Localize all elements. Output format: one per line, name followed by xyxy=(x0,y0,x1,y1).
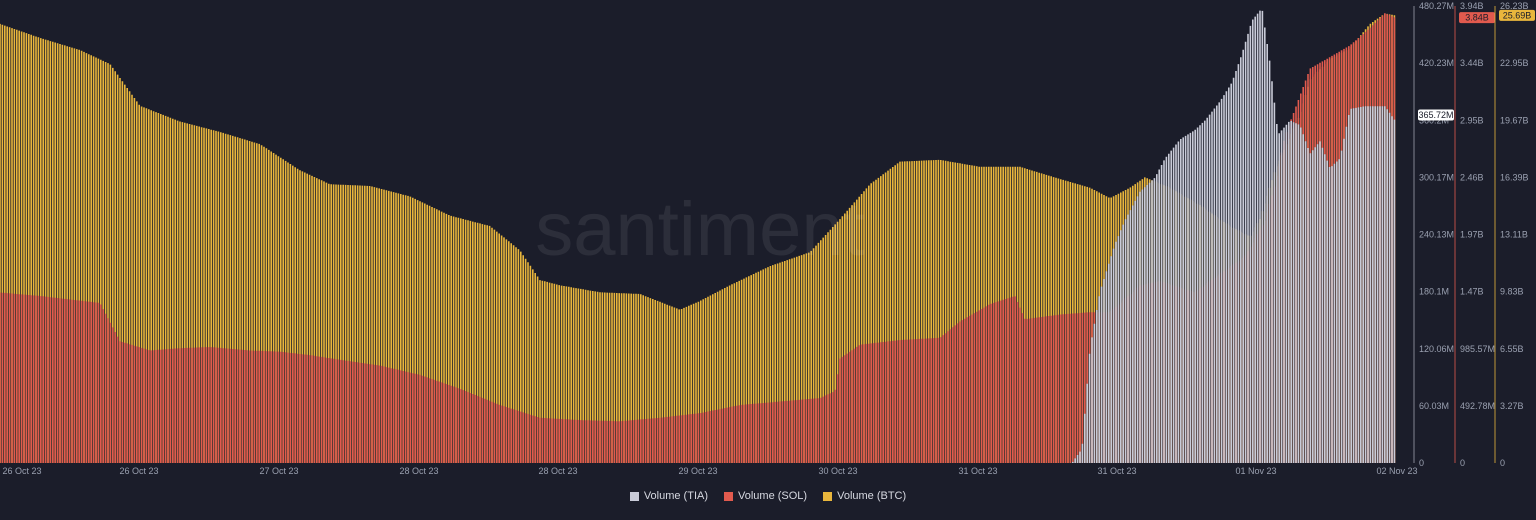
y-tick-label: 492.78M xyxy=(1460,401,1495,411)
y-tick-label: 2.95B xyxy=(1460,115,1484,125)
legend-item-tia[interactable]: Volume (TIA) xyxy=(629,490,708,502)
y-tick-label: 240.13M xyxy=(1419,230,1454,240)
current-value-badge xyxy=(1499,9,1535,21)
y-tick-label: 3.44B xyxy=(1460,58,1484,68)
plot-area xyxy=(0,10,1396,463)
current-value-badge xyxy=(1459,12,1495,24)
x-tick-label: 26 Oct 23 xyxy=(119,466,158,476)
y-tick-label: 0 xyxy=(1500,458,1505,468)
y-tick-label: 9.83B xyxy=(1500,287,1524,297)
y-tick-label: 1.97B xyxy=(1460,230,1484,240)
y-tick-label: 22.95B xyxy=(1500,58,1529,68)
legend: Volume (TIA) Volume (SOL) Volume (BTC) xyxy=(0,490,1536,502)
y-tick-label: 3.27B xyxy=(1500,401,1524,411)
y-tick-label: 0 xyxy=(1419,458,1424,468)
y-tick-label: 985.57M xyxy=(1460,344,1495,354)
legend-swatch-btc xyxy=(823,491,833,501)
x-tick-label: 30 Oct 23 xyxy=(818,466,857,476)
legend-label-sol: Volume (SOL) xyxy=(738,490,808,502)
series-bars xyxy=(1072,10,1396,463)
current-value-label: 25.69B xyxy=(1503,10,1532,20)
watermark: santiment xyxy=(535,187,865,272)
y-axes: 480.27M420.23M360.2M300.17M240.13M180.1M… xyxy=(1413,1,1535,468)
x-tick-label: 31 Oct 23 xyxy=(1097,466,1136,476)
legend-label-btc: Volume (BTC) xyxy=(837,490,907,502)
x-tick-label: 02 Nov 23 xyxy=(1376,466,1417,476)
legend-item-sol[interactable]: Volume (SOL) xyxy=(724,490,807,502)
x-tick-label: 28 Oct 23 xyxy=(538,466,577,476)
volume-chart: santiment 480.27M420.23M360.2M300.17M240… xyxy=(0,1,1535,476)
current-value-badge xyxy=(1418,109,1454,121)
x-axis: 26 Oct 23 26 Oct 23 27 Oct 23 28 Oct 23 28 O… xyxy=(2,466,1417,476)
y-tick-label: 420.23M xyxy=(1419,58,1454,68)
y-tick-label: 300.17M xyxy=(1419,172,1454,182)
current-value-label: 365.72M xyxy=(1418,110,1453,120)
y-tick-label: 3.94B xyxy=(1460,1,1484,11)
x-tick-label: 31 Oct 23 xyxy=(958,466,997,476)
y-tick-label: 19.67B xyxy=(1500,115,1529,125)
x-tick-label: 26 Oct 23 xyxy=(2,466,41,476)
y-tick-label: 120.06M xyxy=(1419,344,1454,354)
y-tick-label: 16.39B xyxy=(1500,172,1529,182)
y-tick-label: 6.55B xyxy=(1500,344,1524,354)
y-tick-label: 60.03M xyxy=(1419,401,1449,411)
y-tick-label: 26.23B xyxy=(1500,1,1529,11)
current-value-label: 3.84B xyxy=(1465,13,1489,23)
series-volume-tia xyxy=(1072,10,1396,463)
y-tick-label: 180.1M xyxy=(1419,287,1449,297)
x-tick-label: 01 Nov 23 xyxy=(1235,466,1276,476)
x-tick-label: 29 Oct 23 xyxy=(678,466,717,476)
legend-label-tia: Volume (TIA) xyxy=(643,490,708,502)
x-tick-label: 27 Oct 23 xyxy=(259,466,298,476)
y-tick-label: 13.11B xyxy=(1500,230,1528,240)
legend-swatch-tia xyxy=(629,491,639,501)
y-tick-label: 0 xyxy=(1460,458,1465,468)
y-tick-label: 1.47B xyxy=(1460,287,1484,297)
y-tick-label: 480.27M xyxy=(1419,1,1454,11)
y-tick-label: 2.46B xyxy=(1460,172,1484,182)
legend-item-btc[interactable]: Volume (BTC) xyxy=(823,490,906,502)
legend-swatch-sol xyxy=(724,491,733,501)
x-tick-label: 28 Oct 23 xyxy=(399,466,438,476)
